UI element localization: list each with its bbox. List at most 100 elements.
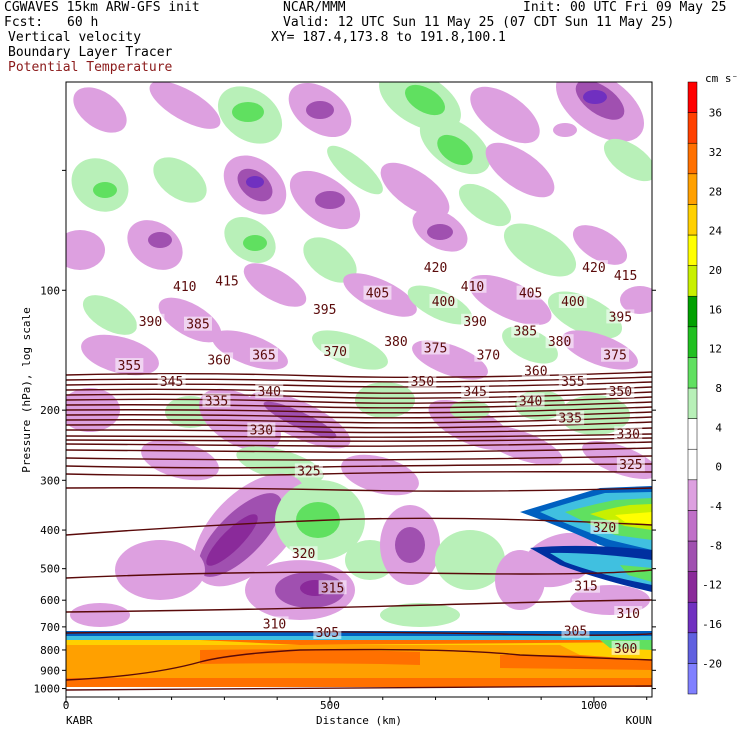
isentrope-label: 305 <box>564 625 587 640</box>
isentrope-label: 315 <box>321 581 344 596</box>
isentrope-label-bg <box>255 383 284 398</box>
y-axis-title: Pressure (hPa), log scale <box>20 307 33 473</box>
isentrope-label-bg <box>616 457 645 472</box>
isentrope-label-bg <box>558 374 587 389</box>
isentrope-label-bg <box>521 363 550 378</box>
isentrope-label-bg <box>474 347 503 362</box>
isentrope-label-bg <box>313 624 342 639</box>
forecast-hour: 60 h <box>67 15 99 30</box>
isentrope-label-bg <box>611 267 640 282</box>
colorbar-label: 4 <box>715 421 722 434</box>
isentrope-label-bg <box>249 347 278 362</box>
colorbar-swatch <box>687 295 698 328</box>
isentrope-label-bg <box>247 422 276 437</box>
isentrope-label-bg <box>606 383 635 398</box>
isentrope-label: 320 <box>292 547 315 562</box>
y-tick-label: 300 <box>40 474 60 487</box>
y-tick-label: 400 <box>40 524 60 537</box>
isentrope-label-bg <box>289 546 318 561</box>
organization-label: NCAR/MMM <box>283 0 346 15</box>
colorbar-label: 16 <box>709 303 722 316</box>
isentrope-label-bg <box>205 352 234 367</box>
isentrope-label: 315 <box>574 580 597 595</box>
colorbar-swatch <box>687 173 698 205</box>
isentrope-label: 400 <box>561 295 584 310</box>
isentrope-label: 375 <box>603 349 626 364</box>
isentrope-label: 335 <box>205 394 228 409</box>
isentrope-label-bg <box>408 374 437 389</box>
x-axis-title: Distance (km) <box>316 714 402 727</box>
field-boundary-layer-tracer: Boundary Layer Tracer <box>8 45 173 60</box>
colorbar-swatch <box>687 601 698 634</box>
isentrope-label: 310 <box>263 617 286 632</box>
isentrope-label-bg <box>614 426 643 441</box>
isentrope-label: 395 <box>609 310 632 325</box>
isentrope-label-bg <box>421 340 450 355</box>
isentrope-label: 420 <box>582 261 605 276</box>
isentrope-label: 375 <box>424 341 447 356</box>
colorbar-swatch <box>687 81 698 113</box>
isentrope-label: 370 <box>477 349 500 364</box>
init-time: Init: 00 UTC Fri 09 May 25 <box>523 0 727 15</box>
isentrope-label-bg <box>461 313 490 328</box>
colorbar-swatch <box>687 204 698 236</box>
y-tick-label: 1000 <box>34 683 61 696</box>
x-endpoint-left: KABR <box>66 714 93 727</box>
colorbar-label: 20 <box>709 264 722 277</box>
isentrope-label-bg <box>561 623 590 638</box>
colorbar-swatch <box>687 357 698 389</box>
isentrope-label-bg <box>294 463 323 478</box>
y-tick-label: 900 <box>40 664 60 677</box>
colorbar-swatch <box>687 663 698 695</box>
isentrope-label: 415 <box>215 274 238 289</box>
isentrope-label-bg <box>606 309 635 324</box>
colorbar-swatch <box>687 448 698 481</box>
isentrope-label-bg <box>310 301 339 316</box>
isentrope-label: 405 <box>519 287 542 302</box>
isentrope-label-bg <box>170 278 199 293</box>
y-tick-label: 100 <box>40 284 60 297</box>
isentrope-label: 310 <box>617 607 640 622</box>
isentrope-label: 335 <box>558 412 581 427</box>
isentrope-label-bg <box>363 285 392 300</box>
colorbar-label: -8 <box>709 539 722 552</box>
isentrope-labels: 420 420 410 415 410 415 405 405 400 400 390 385 395 3… <box>115 260 645 657</box>
isentrope-label-bg <box>611 640 640 655</box>
isentrope-label: 340 <box>519 394 542 409</box>
isentrope-label-bg <box>590 519 619 534</box>
isentrope-label: 330 <box>250 424 273 439</box>
isentrope-label-bg <box>115 358 144 373</box>
colorbar-swatch <box>687 326 698 358</box>
y-tick-label: 800 <box>40 644 60 657</box>
colorbar-swatch <box>687 479 698 511</box>
isentrope-label: 350 <box>411 375 434 390</box>
colorbar-label: -12 <box>702 579 722 592</box>
isentrope-label: 360 <box>207 353 230 368</box>
isentrope-label: 410 <box>173 280 196 295</box>
isentrope-label: 350 <box>609 385 632 400</box>
isentrope-label: 345 <box>463 385 486 400</box>
isentrope-label-bg <box>213 273 242 288</box>
model-title: CGWAVES 15km ARW-GFS init <box>4 0 200 15</box>
y-tick-label: 600 <box>40 594 60 607</box>
x-tick-label: 0 <box>63 699 70 712</box>
isentrope-label: 330 <box>617 427 640 442</box>
isentrope-label: 305 <box>316 626 339 641</box>
colorbar-swatch <box>687 387 698 419</box>
isentrope-label: 340 <box>258 385 281 400</box>
isentrope-label: 395 <box>313 303 336 318</box>
isentrope-label: 370 <box>324 345 347 360</box>
colorbar-swatch <box>687 571 698 603</box>
field-potential-temperature: Potential Temperature <box>8 60 173 75</box>
isentrope-label: 320 <box>593 521 616 536</box>
x-endpoint-right: KOUN <box>626 714 653 727</box>
isentrope-label: 385 <box>514 325 537 340</box>
isentrope-label: 400 <box>432 295 455 310</box>
isentrope-label: 300 <box>614 642 637 657</box>
colorbar-swatch <box>687 112 698 144</box>
isentrope-label-bg <box>157 374 186 389</box>
colorbar-label: -20 <box>702 657 722 670</box>
isentrope-label-bg <box>318 580 347 595</box>
isentrope-label-bg <box>421 260 450 275</box>
